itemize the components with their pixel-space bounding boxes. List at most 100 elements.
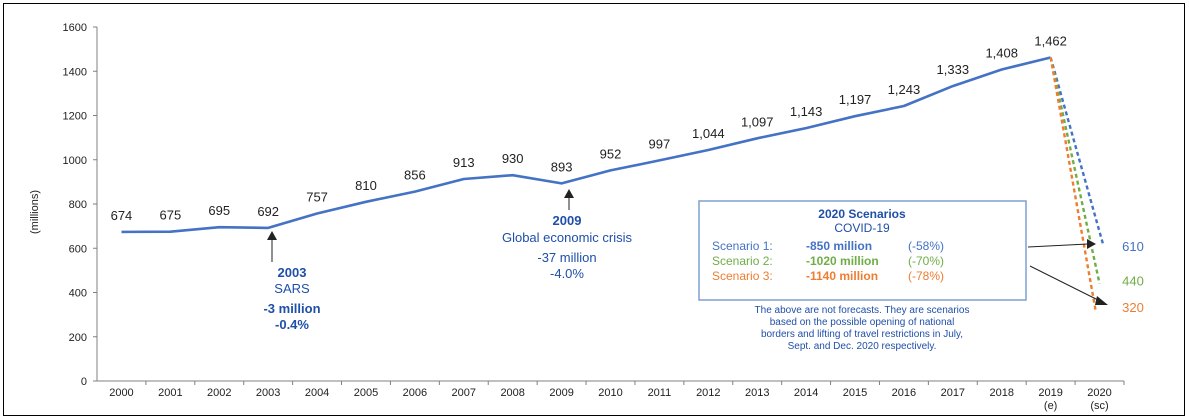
x-tick-label: 2019 [1038,387,1062,399]
x-tick-label: 2017 [941,387,965,399]
scenario-1-pointer [1027,243,1089,248]
x-tick-label: 2011 [648,387,672,399]
y-tick-label: 0 [81,376,87,388]
scenario-2-label: Scenario 2: [712,254,773,268]
scenario-2-change: -1020 million [806,254,879,268]
scenario-note: The above are not forecasts. They are sc… [755,305,970,352]
annotations: 2003 SARS -3 million -0.4% 2009 Global e… [263,189,633,332]
scenario-note-line: borders and lifting of travel restrictio… [761,329,963,340]
data-label: 913 [453,155,475,170]
scenario-3-pointer [1029,265,1101,302]
x-tick-label: 2006 [403,387,427,399]
scenario-box-subtitle: COVID-19 [834,221,890,235]
x-tick-label: 2004 [305,387,329,399]
scenario-2-value-label: 440 [1122,274,1144,289]
x-tick-label: 2016 [892,387,916,399]
data-label: 930 [502,151,524,166]
y-tick-label: 1600 [63,22,87,34]
y-tick-label: 1000 [63,155,87,167]
sars-event: SARS [274,281,310,296]
scenario-pointers [1027,239,1108,305]
scenario-3-change: -1140 million [806,269,878,283]
scenario-2-pct: (-70%) [908,254,944,268]
data-label: 1,408 [985,45,1018,60]
data-label: 1,097 [741,114,774,129]
x-tick-label: 2020 [1087,387,1111,399]
scenario-1-value-label: 610 [1122,239,1144,254]
x-tick-label: 2009 [549,387,573,399]
data-label: 692 [257,204,279,219]
scenario-note-line: based on the possible opening of nationa… [770,317,955,328]
data-label: 952 [600,146,622,161]
data-label: 1,243 [888,82,921,97]
data-labels: 674 675 695 692 757 810 856 913 930 893 952 997 1,04… [111,34,1144,316]
data-label: 1,044 [692,126,725,141]
data-label: 695 [208,203,230,218]
x-tick-label: 2005 [354,387,378,399]
crisis-annotation: 2009 Global economic crisis -37 million … [502,189,633,281]
crisis-change: -37 million [537,250,596,265]
scenario-3-pct: (-78%) [908,269,944,283]
main-series-line [121,56,1051,234]
scenario-3-pointer-head [1095,296,1108,305]
crisis-year: 2009 [553,213,582,228]
crisis-arrowhead [564,189,574,198]
x-tick-label: 2000 [109,387,133,399]
scenario-note-line: Sept. and Dec. 2020 respectively. [788,341,937,352]
scenario-1-change: -850 million [806,239,872,253]
data-label: 856 [404,168,426,183]
y-tick-label: 1200 [63,111,87,123]
x-tick-label: 2012 [696,387,720,399]
sars-annotation: 2003 SARS -3 million -0.4% [263,231,321,332]
sars-year: 2003 [278,265,307,280]
x-tick-label: 2003 [256,387,280,399]
x-tick-sublabel: (sc) [1090,400,1108,412]
axes: 0 200 400 600 800 1000 1200 1400 1600 (millions) 2… [29,22,1125,412]
y-tick-label: 800 [69,199,87,211]
crisis-event: Global economic crisis [502,230,633,245]
data-label: 1,197 [839,92,872,107]
data-label: 810 [355,178,377,193]
sars-arrowhead [267,231,277,240]
scenario-1-line [1049,57,1105,247]
scenario-note-line: The above are not forecasts. They are sc… [755,305,970,316]
data-label: 893 [551,159,573,174]
x-tick-label: 2007 [452,387,476,399]
x-tick-sublabel: (e) [1044,400,1057,412]
scenario-1-pct: (-58%) [908,239,944,253]
x-tick-label: 2010 [598,387,622,399]
x-tick-label: 2014 [794,387,818,399]
scenario-3-value-label: 320 [1122,300,1144,315]
scenario-box-frame [698,200,1027,301]
scenario-box-title: 2020 Scenarios [818,207,906,221]
data-label: 674 [111,208,133,223]
sars-pct: -0.4% [275,317,309,332]
x-tick-label: 2008 [500,387,524,399]
y-tick-label: 400 [69,288,87,300]
x-tick-label: 2015 [843,387,867,399]
crisis-pct: -4.0% [550,266,584,281]
data-label: 675 [160,208,182,223]
scenario-rows: Scenario 1: -850 million (-58%) Scenario 2:… [712,239,944,283]
y-tick-label: 200 [69,332,87,344]
scenario-1-pointer-head [1087,239,1096,249]
x-tick-label: 2018 [989,387,1013,399]
sars-change: -3 million [263,301,320,316]
data-label: 757 [306,190,328,205]
data-label: 1,333 [937,62,970,77]
x-tick-label: 2002 [207,387,231,399]
scenario-box: 2020 Scenarios COVID-19 Scenario 1: -850 … [698,200,1027,301]
data-label: 1,143 [790,104,823,119]
scenario-1-label: Scenario 1: [712,239,773,253]
y-tick-label: 1400 [63,66,87,78]
y-axis-label: (millions) [29,190,41,234]
scenario-3-line [1049,57,1097,311]
x-tick-label: 2001 [158,387,182,399]
data-label: 1,462 [1034,34,1067,49]
y-tick-label: 600 [69,243,87,255]
scenario-3-label: Scenario 3: [712,269,773,283]
data-label: 997 [649,136,671,151]
x-tick-label: 2013 [745,387,769,399]
